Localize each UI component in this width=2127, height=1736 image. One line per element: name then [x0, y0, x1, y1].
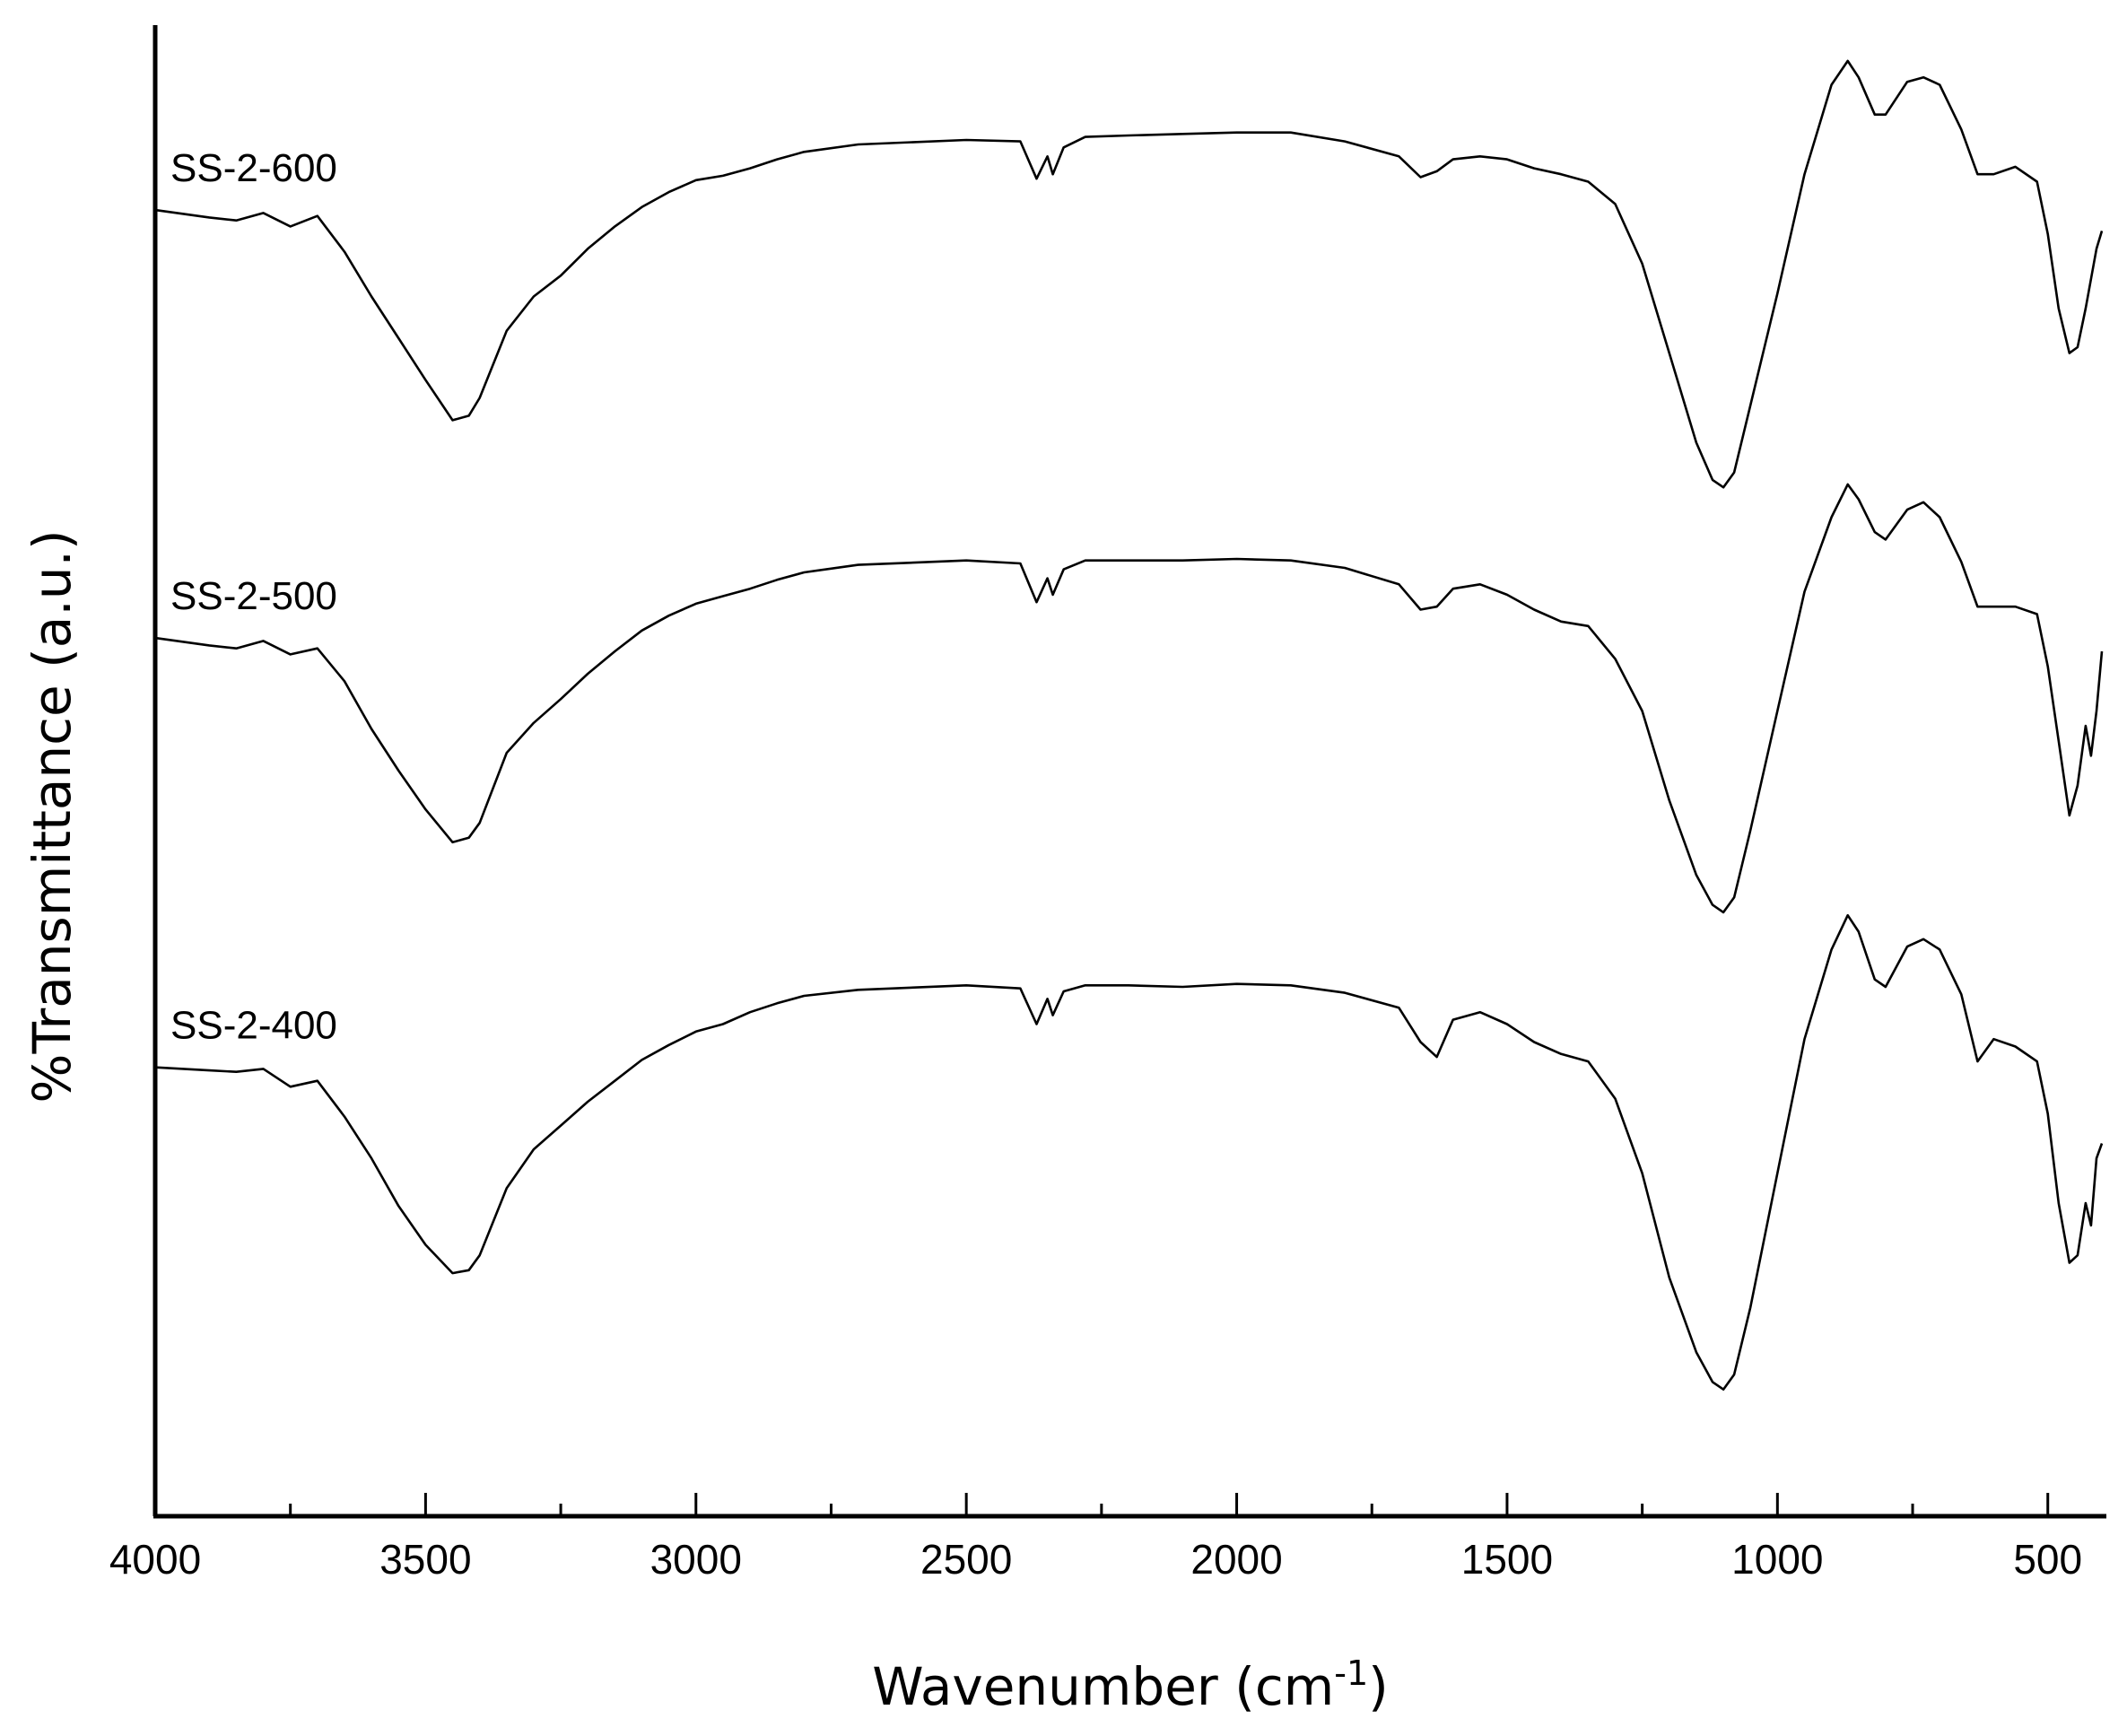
- x-tick-label: 3000: [650, 1536, 742, 1583]
- x-axis-title-text: Wavenumber (cm: [872, 1656, 1334, 1717]
- series-labels: SS-2-600 SS-2-500 SS-2-400: [170, 146, 337, 1048]
- x-tick-label: 2000: [1190, 1536, 1282, 1583]
- x-tick-label: 500: [2013, 1536, 2082, 1583]
- x-tick-label: 3500: [379, 1536, 471, 1583]
- series-line-ss-2-500: [154, 483, 2104, 914]
- series-label-ss-2-400: SS-2-400: [170, 1004, 337, 1048]
- x-tick-label: 2500: [920, 1536, 1012, 1583]
- y-axis-title: %Transmittance (a.u.): [22, 529, 83, 1103]
- axes: 4000 3500 3000 2500 2000 1500 1000 500: [109, 25, 2106, 1583]
- series-line-ss-2-600: [154, 59, 2104, 489]
- x-axis-title: Wavenumber (cm-1): [872, 1653, 1389, 1717]
- x-tick-label: 1000: [1731, 1536, 1823, 1583]
- x-ticks: 4000 3500 3000 2500 2000 1500 1000 500: [109, 1493, 2082, 1583]
- x-tick-label: 4000: [109, 1536, 201, 1583]
- x-axis-title-close: ): [1368, 1656, 1389, 1717]
- x-axis-title-sup: -1: [1334, 1653, 1368, 1693]
- series-group: [154, 59, 2104, 1391]
- series-line-ss-2-400: [154, 913, 2104, 1391]
- series-label-ss-2-500: SS-2-500: [170, 574, 337, 618]
- x-tick-label: 1500: [1461, 1536, 1553, 1583]
- series-label-ss-2-600: SS-2-600: [170, 146, 337, 190]
